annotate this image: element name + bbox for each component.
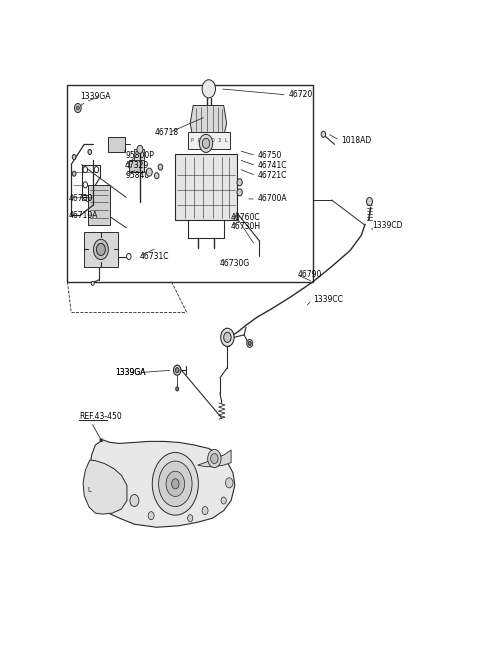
Circle shape: [188, 515, 193, 522]
Circle shape: [175, 367, 179, 373]
Circle shape: [202, 506, 208, 515]
Text: 1339GA: 1339GA: [115, 368, 145, 377]
Circle shape: [208, 449, 221, 468]
Polygon shape: [84, 232, 118, 267]
Circle shape: [74, 104, 81, 113]
Circle shape: [166, 471, 185, 497]
Circle shape: [88, 150, 92, 155]
Circle shape: [96, 243, 106, 255]
Text: 46730H: 46730H: [231, 222, 261, 231]
Circle shape: [247, 339, 252, 348]
Text: 46750: 46750: [257, 151, 282, 160]
Circle shape: [237, 189, 242, 196]
Circle shape: [173, 365, 181, 375]
Circle shape: [76, 106, 79, 110]
Text: 46721C: 46721C: [257, 171, 287, 180]
Text: 46700A: 46700A: [257, 194, 287, 203]
Text: 46720: 46720: [289, 91, 313, 99]
Text: 46730: 46730: [68, 194, 93, 203]
Text: 1339GA: 1339GA: [115, 368, 145, 377]
Polygon shape: [108, 137, 125, 152]
Text: 46741C: 46741C: [257, 161, 287, 170]
Circle shape: [72, 171, 76, 176]
Circle shape: [367, 197, 372, 205]
Text: 47329: 47329: [125, 161, 149, 170]
Polygon shape: [90, 440, 235, 527]
Circle shape: [321, 131, 325, 137]
Text: D: D: [210, 138, 214, 144]
Circle shape: [91, 281, 94, 285]
Text: 46731C: 46731C: [140, 252, 169, 261]
Bar: [134, 150, 144, 159]
Text: P: P: [191, 138, 193, 144]
Circle shape: [83, 182, 87, 188]
Circle shape: [127, 253, 131, 260]
Text: 46760C: 46760C: [231, 213, 261, 222]
Text: 46730G: 46730G: [220, 258, 250, 268]
Circle shape: [148, 512, 154, 520]
Circle shape: [237, 178, 242, 186]
Text: 1339CC: 1339CC: [313, 295, 343, 304]
Text: 95840: 95840: [125, 171, 149, 180]
Polygon shape: [83, 460, 127, 514]
Circle shape: [224, 333, 231, 342]
Circle shape: [137, 146, 143, 154]
Text: L: L: [87, 487, 91, 493]
Polygon shape: [88, 185, 110, 225]
Text: REF.43-450: REF.43-450: [79, 412, 122, 420]
Circle shape: [158, 461, 192, 506]
Polygon shape: [190, 106, 227, 133]
Circle shape: [155, 173, 159, 178]
Text: 1339GA: 1339GA: [81, 92, 111, 101]
Text: R: R: [197, 138, 201, 144]
Polygon shape: [175, 155, 237, 220]
Text: L: L: [224, 138, 227, 144]
Circle shape: [202, 138, 210, 148]
Circle shape: [146, 168, 152, 176]
Text: 46718: 46718: [155, 129, 179, 137]
FancyBboxPatch shape: [188, 133, 230, 150]
Circle shape: [199, 134, 213, 152]
Circle shape: [94, 239, 108, 260]
Text: 3: 3: [217, 138, 220, 144]
Bar: [67, 85, 313, 282]
Circle shape: [94, 167, 99, 173]
Circle shape: [226, 478, 233, 488]
Circle shape: [211, 453, 218, 464]
Circle shape: [72, 154, 76, 159]
Circle shape: [158, 164, 163, 170]
Text: 46710A: 46710A: [68, 211, 98, 220]
Text: 46790: 46790: [298, 270, 323, 279]
Circle shape: [83, 167, 87, 173]
Circle shape: [130, 495, 139, 506]
Circle shape: [152, 453, 198, 515]
Text: 1018AD: 1018AD: [341, 136, 371, 145]
Circle shape: [202, 80, 216, 98]
Text: 1339CD: 1339CD: [372, 220, 403, 230]
Circle shape: [176, 387, 179, 391]
Text: 95800P: 95800P: [125, 151, 154, 160]
Text: N: N: [204, 138, 207, 144]
Bar: [129, 159, 144, 172]
Circle shape: [172, 479, 179, 489]
Circle shape: [248, 341, 251, 346]
Polygon shape: [198, 450, 231, 466]
Circle shape: [221, 497, 226, 504]
Circle shape: [221, 328, 234, 346]
